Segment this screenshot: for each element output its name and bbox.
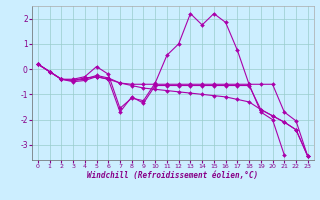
X-axis label: Windchill (Refroidissement éolien,°C): Windchill (Refroidissement éolien,°C) [87, 171, 258, 180]
